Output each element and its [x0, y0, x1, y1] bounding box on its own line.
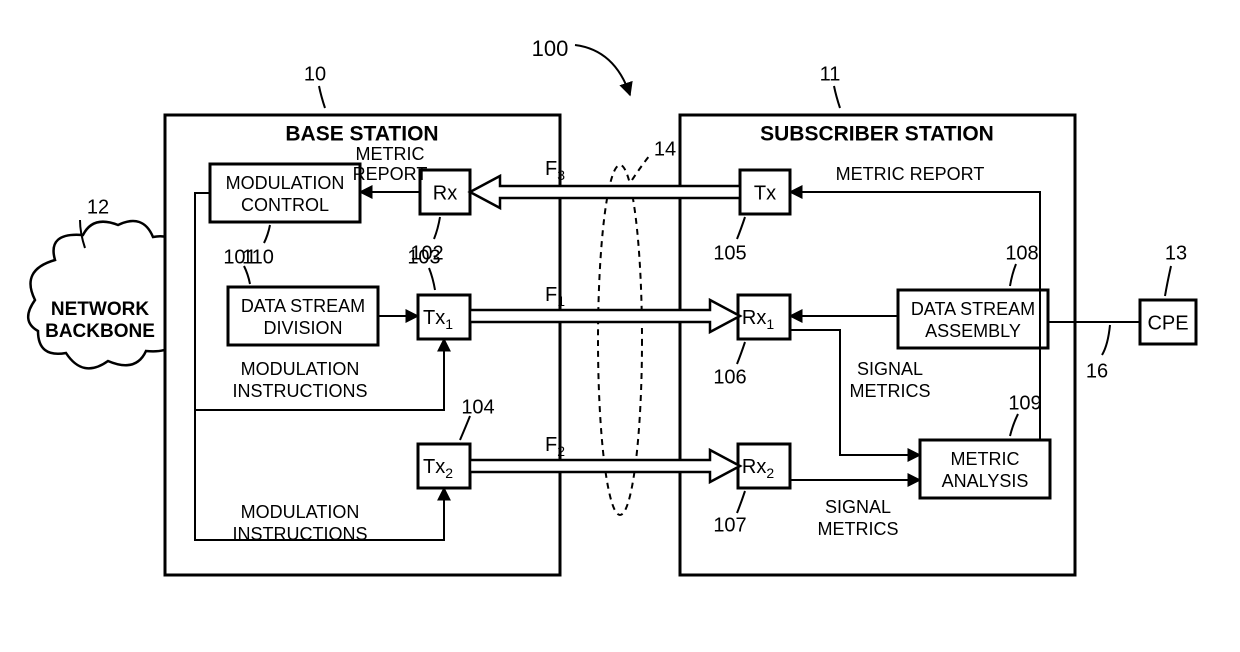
svg-text:MODULATION: MODULATION — [241, 502, 360, 522]
svg-text:DATA STREAM: DATA STREAM — [241, 296, 365, 316]
svg-text:105: 105 — [713, 242, 746, 264]
svg-text:103: 103 — [407, 246, 440, 268]
svg-text:10: 10 — [304, 63, 326, 85]
subscriber-station-title: SUBSCRIBER STATION — [760, 123, 994, 146]
svg-text:DATA STREAM: DATA STREAM — [911, 299, 1035, 319]
svg-text:METRICS: METRICS — [850, 381, 931, 401]
svg-text:13: 13 — [1165, 242, 1187, 264]
svg-text:ASSEMBLY: ASSEMBLY — [925, 321, 1021, 341]
svg-text:Rx: Rx — [433, 182, 457, 204]
base-station-title: BASE STATION — [285, 123, 438, 146]
svg-text:CPE: CPE — [1147, 312, 1188, 334]
svg-text:11: 11 — [820, 63, 841, 85]
svg-text:F2: F2 — [545, 434, 565, 458]
svg-text:SIGNAL: SIGNAL — [857, 359, 923, 379]
svg-text:12: 12 — [87, 196, 109, 218]
svg-text:CONTROL: CONTROL — [241, 195, 329, 215]
svg-text:DIVISION: DIVISION — [263, 318, 342, 338]
svg-text:14: 14 — [654, 138, 676, 160]
svg-text:INSTRUCTIONS: INSTRUCTIONS — [233, 524, 368, 544]
ref-air: 14 — [632, 138, 676, 180]
svg-text:Tx: Tx — [754, 182, 776, 204]
svg-text:108: 108 — [1005, 242, 1038, 264]
ref-subscriber-station: 11 — [820, 63, 841, 108]
svg-text:REPORT: REPORT — [353, 164, 428, 184]
svg-text:109: 109 — [1008, 392, 1041, 414]
svg-text:METRIC REPORT: METRIC REPORT — [836, 164, 985, 184]
svg-text:BACKBONE: BACKBONE — [45, 321, 155, 342]
svg-text:METRIC: METRIC — [951, 449, 1020, 469]
svg-text:101: 101 — [223, 246, 256, 268]
ref-cpe: 13 — [1165, 242, 1187, 296]
system-diagram: 100 NETWORK BACKBONE 12 15 BASE STATION … — [0, 0, 1240, 652]
svg-text:SIGNAL: SIGNAL — [825, 497, 891, 517]
svg-text:106: 106 — [713, 366, 746, 388]
svg-text:F3: F3 — [545, 158, 565, 182]
svg-text:MODULATION: MODULATION — [241, 359, 360, 379]
svg-text:ANALYSIS: ANALYSIS — [942, 471, 1029, 491]
ref-base-station: 10 — [304, 63, 326, 108]
svg-text:107: 107 — [713, 514, 746, 536]
ref-link-right: 16 — [1086, 325, 1110, 382]
svg-text:NETWORK: NETWORK — [51, 299, 149, 320]
svg-text:100: 100 — [532, 36, 569, 61]
svg-text:INSTRUCTIONS: INSTRUCTIONS — [233, 381, 368, 401]
svg-text:METRICS: METRICS — [818, 519, 899, 539]
ref-system: 100 — [532, 36, 630, 95]
svg-text:MODULATION: MODULATION — [226, 173, 345, 193]
svg-text:104: 104 — [461, 396, 494, 418]
svg-text:16: 16 — [1086, 360, 1108, 382]
svg-text:METRIC: METRIC — [356, 144, 425, 164]
svg-text:F1: F1 — [545, 284, 565, 308]
